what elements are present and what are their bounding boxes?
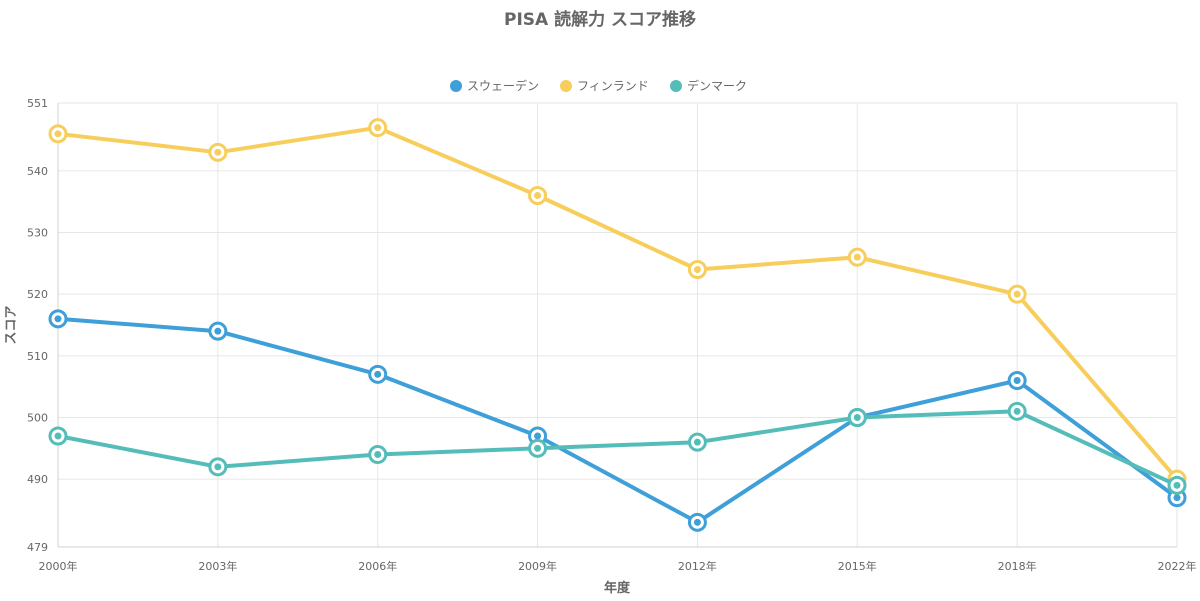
data-point-center (214, 327, 222, 335)
x-tick-label: 2022年 (1158, 559, 1197, 573)
y-tick-label: 520 (27, 288, 48, 301)
data-point-center (534, 432, 542, 440)
legend-label: デンマーク (687, 78, 747, 93)
data-point-center (214, 463, 222, 471)
y-tick-label: 551 (27, 97, 48, 110)
data-point-center (693, 518, 701, 526)
chart-title: PISA 読解力 スコア推移 (504, 9, 696, 30)
y-tick-label: 490 (27, 473, 48, 486)
data-point-center (534, 192, 542, 199)
legend-item[interactable]: デンマーク (670, 78, 747, 93)
legend-swatch (450, 80, 462, 92)
series-layer (48, 118, 1187, 532)
data-point-center (374, 124, 382, 132)
series-0 (48, 309, 1187, 532)
data-point-center (1013, 377, 1021, 384)
y-tick-label: 510 (27, 350, 48, 363)
x-tick-label: 2003年 (198, 559, 237, 573)
data-point-center (1013, 407, 1021, 415)
legend-label: スウェーデン (467, 78, 539, 93)
data-point-center (853, 414, 861, 421)
data-point-center (54, 315, 62, 323)
x-tick-label: 2000年 (39, 559, 78, 573)
y-tick-label: 540 (27, 165, 48, 178)
y-tick-label: 500 (27, 412, 48, 425)
data-point-center (54, 130, 62, 138)
x-tick-label: 2006年 (358, 559, 397, 573)
data-point-center (693, 438, 701, 446)
y-tick-label: 479 (27, 541, 48, 554)
legend-swatch (670, 80, 682, 92)
series-2 (48, 401, 1187, 495)
x-tick-label: 2012年 (678, 559, 717, 573)
series-line (56, 409, 1179, 488)
legend-label: フィンランド (577, 79, 649, 93)
x-axis-title: 年度 (604, 580, 631, 596)
legend-item[interactable]: スウェーデン (450, 78, 539, 93)
data-point-center (54, 432, 62, 440)
y-axis-title: スコア (4, 305, 19, 344)
data-point-center (693, 266, 701, 273)
y-axis-ticks: 479 490 500 510 520 530 540 551 (27, 97, 48, 554)
x-axis-ticks: 2000年 2003年 2006年 2009年 2012年 2015年 2018年 2022年 (39, 559, 1197, 573)
series-1 (48, 118, 1187, 489)
data-point-center (374, 370, 382, 378)
series-line (56, 316, 1179, 525)
data-point-center (1013, 290, 1021, 298)
y-tick-label: 530 (27, 227, 48, 240)
legend-swatch (560, 80, 572, 92)
legend-item[interactable]: フィンランド (560, 79, 649, 93)
data-point-center (534, 444, 542, 452)
data-point-center (1173, 494, 1181, 502)
data-point-center (853, 253, 861, 261)
legend: スウェーデン フィンランド デンマーク (450, 78, 747, 93)
data-point-center (374, 451, 382, 458)
data-point-center (1173, 481, 1181, 489)
x-tick-label: 2015年 (838, 559, 877, 573)
x-tick-label: 2018年 (998, 559, 1037, 573)
data-point-center (214, 148, 222, 156)
x-tick-label: 2009年 (518, 559, 557, 573)
series-line (56, 125, 1179, 482)
